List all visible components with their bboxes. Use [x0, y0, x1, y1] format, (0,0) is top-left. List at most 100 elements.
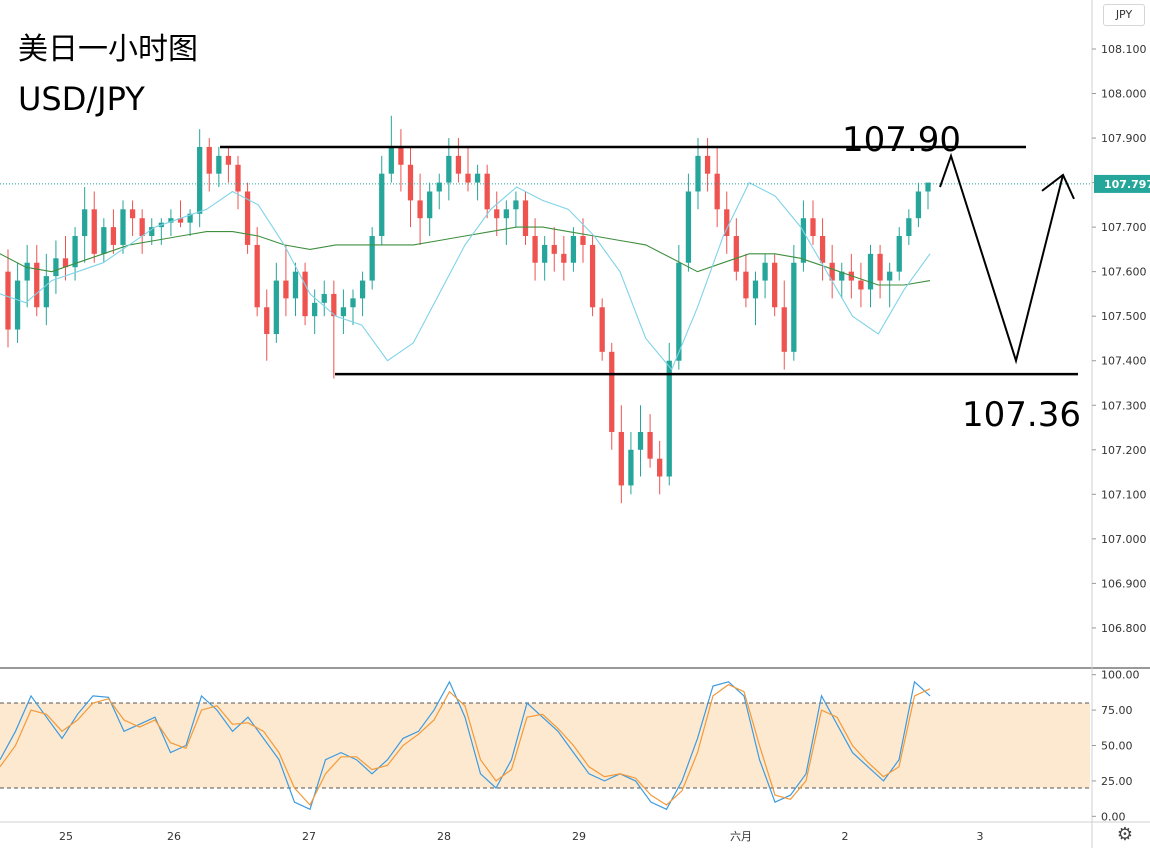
- price-tick-label: 108.100: [1101, 43, 1147, 56]
- candle-body: [666, 360, 672, 477]
- ma-fast-line: [0, 181, 931, 371]
- candle-body: [398, 146, 404, 165]
- candle-body: [91, 209, 97, 254]
- price-tick-label: 107.900: [1101, 132, 1147, 145]
- candle-body: [197, 146, 203, 214]
- candle-body: [283, 280, 289, 299]
- projection-arrowhead: [1041, 173, 1075, 200]
- candle-body: [503, 209, 509, 219]
- current-price-badge: [1094, 174, 1150, 193]
- time-tick-label: 3: [977, 830, 984, 843]
- candle-body: [14, 280, 21, 330]
- candle-body: [465, 173, 471, 183]
- candle-body: [580, 236, 586, 245]
- candle-body: [216, 155, 222, 174]
- candle-body: [340, 307, 347, 317]
- candle-body: [647, 431, 653, 459]
- candle-body: [637, 431, 644, 450]
- candle-body: [743, 271, 749, 299]
- candle-body: [494, 209, 500, 219]
- candle-body: [772, 262, 778, 308]
- candle-body: [455, 155, 462, 174]
- chart-title: 美日一小时图: [18, 32, 198, 67]
- candle-body: [139, 218, 145, 237]
- candle-body: [24, 262, 30, 281]
- candle-body: [724, 209, 730, 237]
- symbol-badge[interactable]: JPY: [1103, 4, 1145, 26]
- candle-body: [829, 262, 835, 281]
- candle-body: [513, 200, 519, 210]
- candle-body: [129, 209, 136, 219]
- candle-body: [867, 253, 874, 290]
- candle-body: [110, 227, 117, 245]
- candle-body: [72, 236, 78, 268]
- candle-body: [379, 173, 385, 237]
- oscillator-tick-label: 100.00: [1101, 669, 1140, 682]
- candle-body: [522, 200, 529, 237]
- candle-body: [781, 307, 787, 352]
- candle-body: [446, 155, 452, 183]
- candle-body: [819, 236, 826, 263]
- candle-body: [407, 164, 414, 201]
- candle-body: [321, 293, 327, 303]
- candle-body: [292, 271, 299, 299]
- time-tick-label: 26: [167, 830, 181, 843]
- candle-body: [302, 271, 308, 317]
- candle-body: [570, 236, 577, 263]
- gear-icon[interactable]: ⚙: [1116, 824, 1134, 844]
- candle-body: [244, 191, 251, 245]
- candle-body: [714, 173, 720, 210]
- candle-body: [733, 236, 739, 272]
- price-tick-label: 106.900: [1101, 577, 1147, 590]
- price-tick-label: 107.200: [1101, 444, 1147, 457]
- candle-body: [791, 262, 797, 352]
- candle-body: [839, 271, 845, 281]
- candle-body: [417, 200, 423, 219]
- time-tick-label: 2: [842, 830, 849, 843]
- candle-body: [542, 244, 548, 263]
- candle-body: [331, 293, 337, 317]
- candle-body: [628, 449, 634, 486]
- price-tick-label: 107.700: [1101, 221, 1147, 234]
- candle-body: [264, 307, 270, 334]
- candle-body: [187, 213, 193, 223]
- time-tick-label: 29: [572, 830, 586, 843]
- projection-path: [939, 152, 1064, 365]
- candle-body: [561, 253, 567, 263]
- candle-body: [657, 458, 663, 477]
- candle-body: [43, 276, 49, 308]
- support-label: 107.36: [962, 395, 1081, 435]
- time-tick-label: 25: [59, 830, 73, 843]
- candle-body: [896, 236, 902, 272]
- candle-body: [350, 298, 356, 308]
- price-tick-label: 107.000: [1101, 533, 1147, 546]
- oscillator-tick-label: 0.00: [1101, 810, 1126, 823]
- candle-body: [925, 182, 931, 192]
- price-tick-label: 108.000: [1101, 88, 1147, 101]
- price-tick-label: 107.600: [1101, 266, 1147, 279]
- candle-body: [695, 155, 701, 192]
- candle-body: [369, 236, 375, 281]
- oscillator-band: [0, 703, 1090, 788]
- candle-body: [427, 191, 433, 219]
- resistance-label: 107.90: [842, 120, 961, 160]
- candle-body: [858, 280, 864, 290]
- price-tick-label: 106.800: [1101, 622, 1147, 635]
- candle-body: [206, 146, 212, 174]
- candle-body: [685, 191, 692, 263]
- candle-body: [235, 164, 241, 192]
- oscillator-series-d-line: [0, 683, 931, 807]
- price-tick-label: 107.300: [1101, 399, 1147, 412]
- candle-body: [53, 258, 59, 277]
- candle-body: [484, 173, 490, 210]
- candle-body: [551, 244, 557, 254]
- candle-body: [34, 262, 40, 308]
- candle-body: [887, 271, 893, 281]
- price-tick-label: 107.400: [1101, 355, 1147, 368]
- candle-body: [589, 244, 596, 308]
- ma-slow-line: [0, 226, 931, 286]
- time-tick-label: 六月: [730, 830, 752, 843]
- oscillator-tick-label: 50.00: [1101, 740, 1133, 753]
